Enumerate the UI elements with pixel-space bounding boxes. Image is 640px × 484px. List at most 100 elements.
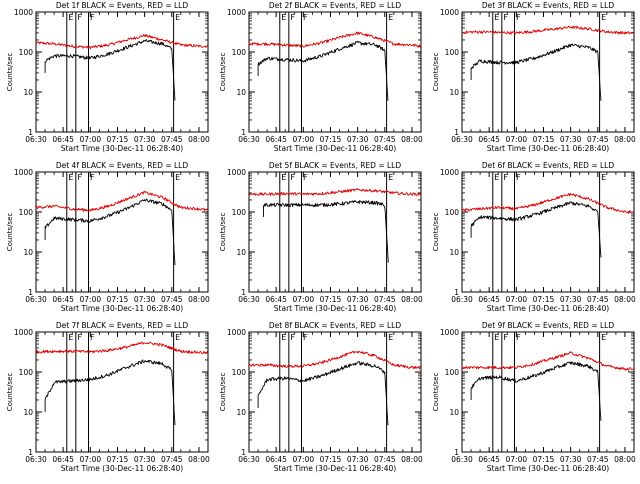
plot-frame	[35, 171, 209, 293]
lld-series-line	[248, 188, 422, 197]
flag-label: F	[503, 13, 508, 22]
x-tick-label: 07:30	[134, 135, 156, 144]
flag-label: F	[77, 13, 82, 22]
y-tick-label: 1	[28, 448, 33, 457]
detector-panel: Det 1f BLACK = Events, RED = LLD 1 10 100 10…	[6, 1, 210, 153]
x-tick-label: 06:30	[25, 135, 47, 144]
x-tick-label: 07:45	[374, 295, 396, 304]
x-tick-label: 07:30	[560, 295, 582, 304]
lld-series-line	[35, 34, 209, 50]
x-tick-label: 06:30	[238, 135, 260, 144]
x-axis-label: Start Time (30-Dec-11 06:28:40)	[61, 304, 183, 313]
x-tick-label: 06:30	[238, 455, 260, 464]
flag-label: E	[388, 173, 393, 182]
flag-label: E	[388, 13, 393, 22]
y-axis-label: Counts/sec	[432, 53, 440, 92]
y-tick-label: 1000	[227, 168, 246, 177]
lld-series-line	[461, 25, 634, 35]
flag-label: F	[503, 173, 508, 182]
plot-frame	[461, 11, 635, 133]
x-axis-label: Start Time (30-Dec-11 06:28:40)	[487, 464, 609, 473]
x-tick-label: 07:00	[293, 455, 315, 464]
flag-label: E	[68, 13, 73, 22]
x-tick-label: 06:30	[238, 295, 260, 304]
x-tick-label: 08:00	[614, 295, 636, 304]
y-tick-label: 1	[241, 128, 246, 137]
y-axis-label: Counts/sec	[432, 213, 440, 252]
plot-frame	[248, 171, 422, 293]
detector-panel: Det 7f BLACK = Events, RED = LLD 1 10 100 10…	[6, 321, 210, 473]
flag-label: E	[494, 333, 499, 342]
flag-label: E	[175, 333, 180, 342]
detector-panel: Det 5f BLACK = Events, RED = LLD 1 10 100 10…	[219, 161, 423, 313]
panel-title: Det 6f BLACK = Events, RED = LLD	[482, 161, 615, 170]
flag-label: E	[388, 333, 393, 342]
x-tick-label: 08:00	[188, 455, 210, 464]
plot-frame	[461, 331, 635, 453]
flag-label: F	[290, 13, 295, 22]
flag-label: E	[601, 333, 606, 342]
y-tick-label: 10	[236, 408, 246, 417]
flag-label: E	[281, 13, 286, 22]
y-tick-label: 100	[445, 208, 460, 217]
x-tick-label: 07:45	[161, 455, 183, 464]
y-axis-label: Counts/sec	[219, 373, 227, 412]
detector-panel: Det 3f BLACK = Events, RED = LLD 1 10 100 10…	[432, 1, 636, 153]
x-tick-label: 07:15	[107, 135, 129, 144]
lld-series-line	[35, 341, 209, 355]
y-tick-label: 1000	[14, 328, 33, 337]
x-tick-label: 06:45	[478, 295, 500, 304]
y-tick-label: 100	[232, 208, 247, 217]
flag-label: F	[516, 13, 521, 22]
x-tick-label: 08:00	[188, 135, 210, 144]
x-tick-label: 06:45	[265, 135, 287, 144]
x-tick-label: 06:45	[52, 135, 74, 144]
x-tick-label: 07:00	[506, 295, 528, 304]
x-axis-label: Start Time (30-Dec-11 06:28:40)	[274, 304, 396, 313]
flag-label: F	[303, 13, 308, 22]
y-tick-label: 10	[449, 408, 459, 417]
flag-label: F	[77, 173, 82, 182]
panel-title: Det 2f BLACK = Events, RED = LLD	[269, 1, 402, 10]
events-series-line	[470, 43, 602, 101]
lld-series-line	[248, 350, 421, 370]
panel-title: Det 7f BLACK = Events, RED = LLD	[56, 321, 189, 330]
lld-series-line	[461, 351, 634, 371]
x-tick-label: 07:45	[374, 455, 396, 464]
x-tick-label: 06:30	[451, 455, 473, 464]
flag-label: E	[494, 173, 499, 182]
y-axis-label: Counts/sec	[219, 213, 227, 252]
detector-panel: Det 8f BLACK = Events, RED = LLD 1 10 100 10…	[219, 321, 423, 473]
y-tick-label: 100	[445, 368, 460, 377]
y-axis-label: Counts/sec	[219, 53, 227, 92]
y-tick-label: 1000	[440, 8, 459, 17]
flag-label: F	[516, 333, 521, 342]
plot-frame	[248, 331, 422, 453]
x-tick-label: 07:30	[347, 455, 369, 464]
x-tick-label: 07:30	[134, 295, 156, 304]
x-tick-label: 07:15	[320, 455, 342, 464]
events-series-line	[44, 198, 176, 266]
y-tick-label: 1000	[14, 168, 33, 177]
x-tick-label: 06:45	[52, 455, 74, 464]
flag-label: F	[303, 333, 308, 342]
x-tick-label: 07:30	[560, 135, 582, 144]
flag-label: F	[90, 13, 95, 22]
y-tick-label: 100	[19, 48, 34, 57]
x-tick-label: 07:45	[587, 135, 609, 144]
y-tick-label: 10	[449, 88, 459, 97]
plot-frame	[35, 11, 209, 133]
y-tick-label: 100	[232, 368, 247, 377]
x-tick-label: 06:45	[265, 295, 287, 304]
x-axis-label: Start Time (30-Dec-11 06:28:40)	[61, 464, 183, 473]
y-tick-label: 1	[28, 128, 33, 137]
x-tick-label: 07:30	[560, 455, 582, 464]
y-tick-label: 1000	[227, 8, 246, 17]
y-tick-label: 100	[19, 368, 34, 377]
y-tick-label: 10	[236, 88, 246, 97]
x-tick-label: 07:15	[320, 135, 342, 144]
flag-label: F	[290, 333, 295, 342]
y-tick-label: 1	[454, 288, 459, 297]
